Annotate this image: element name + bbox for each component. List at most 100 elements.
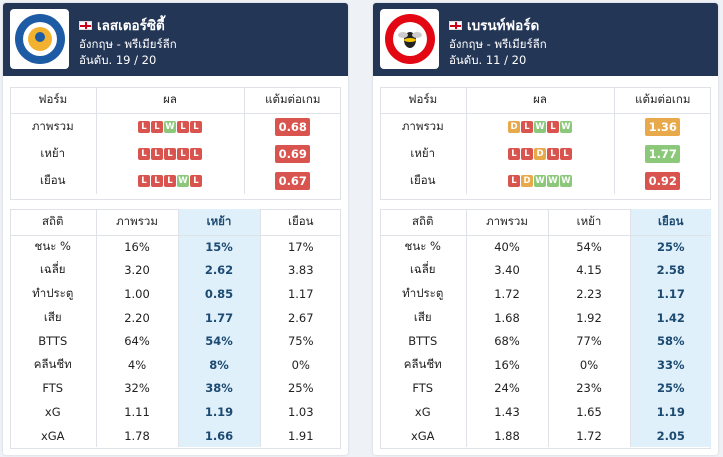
result-badge[interactable]: L: [521, 148, 533, 160]
stat-value: 8%: [178, 352, 261, 377]
result-badge[interactable]: D: [508, 121, 520, 134]
stat-value: 1.19: [630, 400, 711, 424]
result-badge[interactable]: L: [151, 175, 163, 187]
ppg-header: แต้มต่อเกม: [244, 87, 341, 114]
stat-value: 1.11: [96, 400, 179, 424]
form-row: ภาพรวม L L W L L 0.68: [10, 113, 341, 140]
stat-value: 25%: [287, 381, 314, 396]
result-badge[interactable]: W: [560, 175, 572, 187]
result-badge[interactable]: D: [521, 175, 533, 187]
result-badge[interactable]: W: [534, 121, 546, 134]
form-header: ฟอร์ม: [380, 87, 467, 114]
overall-header: ภาพรวม: [96, 209, 179, 236]
ppg-badge: 0.69: [275, 144, 311, 163]
ppg-cell: 1.77: [614, 140, 711, 167]
result-badge[interactable]: L: [547, 148, 559, 160]
stats-row: คลีนชีท 4% 8% 0%: [10, 352, 341, 377]
stats-row: เฉลี่ย 3.40 4.15 2.58: [380, 258, 711, 283]
stat-value: 17%: [287, 240, 314, 255]
away-header[interactable]: เยือน: [630, 209, 711, 236]
stats-row: เฉลี่ย 3.20 2.62 3.83: [10, 258, 341, 283]
stat-label: คลีนชีท: [380, 352, 467, 377]
league-rank: อันดับ. 19 / 20: [79, 53, 157, 67]
home-header[interactable]: เหย้า: [178, 209, 261, 236]
stat-value: 2.62: [178, 258, 261, 283]
stat-label: BTTS: [380, 329, 467, 353]
stat-value: 1.88: [466, 423, 549, 448]
ppg-cell: 0.68: [244, 113, 341, 140]
form-row: เยือน L D W W W 0.92: [380, 167, 711, 194]
ppg-cell: 1.36: [614, 113, 711, 140]
form-row-label: เหย้า: [10, 140, 97, 167]
league-rank: อันดับ. 11 / 20: [449, 53, 527, 67]
stat-label: xG: [10, 400, 97, 424]
stat-value: 2.05: [630, 423, 711, 448]
stat-value: 25%: [630, 235, 711, 259]
result-badge[interactable]: L: [164, 148, 176, 160]
league-name[interactable]: อังกฤษ - พรีเมียร์ลีก: [79, 37, 177, 51]
stat-label: ชนะ %: [10, 235, 97, 259]
result-badge[interactable]: L: [138, 148, 150, 160]
result-badge[interactable]: W: [164, 121, 176, 134]
result-badge[interactable]: L: [521, 121, 533, 134]
leicester-crest-icon[interactable]: [10, 9, 69, 69]
team-card-leicester: เลสเตอร์ซิตี้ อังกฤษ - พรีเมียร์ลีก อันด…: [3, 3, 348, 455]
stat-value: 1.72: [548, 423, 631, 448]
stats-row: xG 1.11 1.19 1.03: [10, 400, 341, 424]
result-badge[interactable]: L: [560, 148, 572, 160]
result-badge[interactable]: L: [508, 175, 520, 187]
stats-row: ทำประตู 1.00 0.85 1.17: [10, 282, 341, 306]
result-badge[interactable]: L: [151, 148, 163, 160]
league-name[interactable]: อังกฤษ - พรีเมียร์ลีก: [449, 37, 547, 51]
stat-value: 1.00: [96, 282, 179, 306]
result-badge[interactable]: L: [138, 121, 150, 134]
result-badge[interactable]: L: [177, 148, 189, 160]
stat-label: xG: [380, 400, 467, 424]
result-badge[interactable]: L: [151, 121, 163, 134]
result-badge[interactable]: L: [190, 121, 202, 134]
stat-label: BTTS: [10, 329, 97, 353]
stat-value: 25%: [630, 376, 711, 401]
stat-value: 0%: [291, 357, 310, 372]
ppg-cell: 0.67: [244, 167, 341, 194]
team-name[interactable]: เบรนท์ฟอร์ด: [467, 18, 540, 34]
result-badge[interactable]: W: [560, 121, 572, 134]
result-badge[interactable]: W: [534, 175, 546, 187]
stat-label: xGA: [380, 423, 467, 448]
form-row-label: เยือน: [10, 167, 97, 194]
result-badge[interactable]: L: [190, 175, 202, 187]
result-badge[interactable]: L: [508, 148, 520, 160]
ppg-header: แต้มต่อเกม: [614, 87, 711, 114]
form-header: ฟอร์ม: [10, 87, 97, 114]
stat-value: 24%: [466, 376, 549, 401]
stats-row: เสีย 1.68 1.92 1.42: [380, 305, 711, 330]
stat-value: 3.20: [96, 258, 179, 283]
stats-row: ชนะ % 40% 54% 25%: [380, 235, 711, 259]
stats-row: BTTS 68% 77% 58%: [380, 329, 711, 353]
stats-table: สถิติ ภาพรวม เหย้า เยือน ชนะ % 16% 15% 17% เ…: [10, 209, 341, 448]
stat-label: FTS: [10, 376, 97, 401]
result-badge[interactable]: L: [177, 121, 189, 134]
brentford-crest-icon[interactable]: [380, 9, 439, 69]
result-badge[interactable]: L: [190, 148, 202, 160]
stat-value: 54%: [178, 329, 261, 353]
result-badge[interactable]: W: [177, 175, 189, 187]
result-badge[interactable]: D: [534, 148, 546, 160]
team-header: เลสเตอร์ซิตี้ อังกฤษ - พรีเมียร์ลีก อันด…: [3, 3, 348, 76]
result-badge[interactable]: W: [547, 175, 559, 187]
result-badge[interactable]: L: [547, 121, 559, 134]
stats-row: FTS 24% 23% 25%: [380, 376, 711, 401]
result-badge[interactable]: L: [164, 175, 176, 187]
home-header[interactable]: เหย้า: [548, 209, 631, 236]
stat-value: 38%: [178, 376, 261, 401]
stat-value: 40%: [466, 235, 549, 259]
result-badge[interactable]: L: [138, 175, 150, 187]
away-header[interactable]: เยือน: [260, 209, 341, 236]
stat-label: ทำประตู: [380, 282, 467, 306]
ppg-badge: 0.67: [275, 171, 311, 190]
team-name[interactable]: เลสเตอร์ซิตี้: [97, 18, 165, 34]
team-card-brentford: เบรนท์ฟอร์ด อังกฤษ - พรีเมียร์ลีก อันดับ…: [373, 3, 718, 455]
